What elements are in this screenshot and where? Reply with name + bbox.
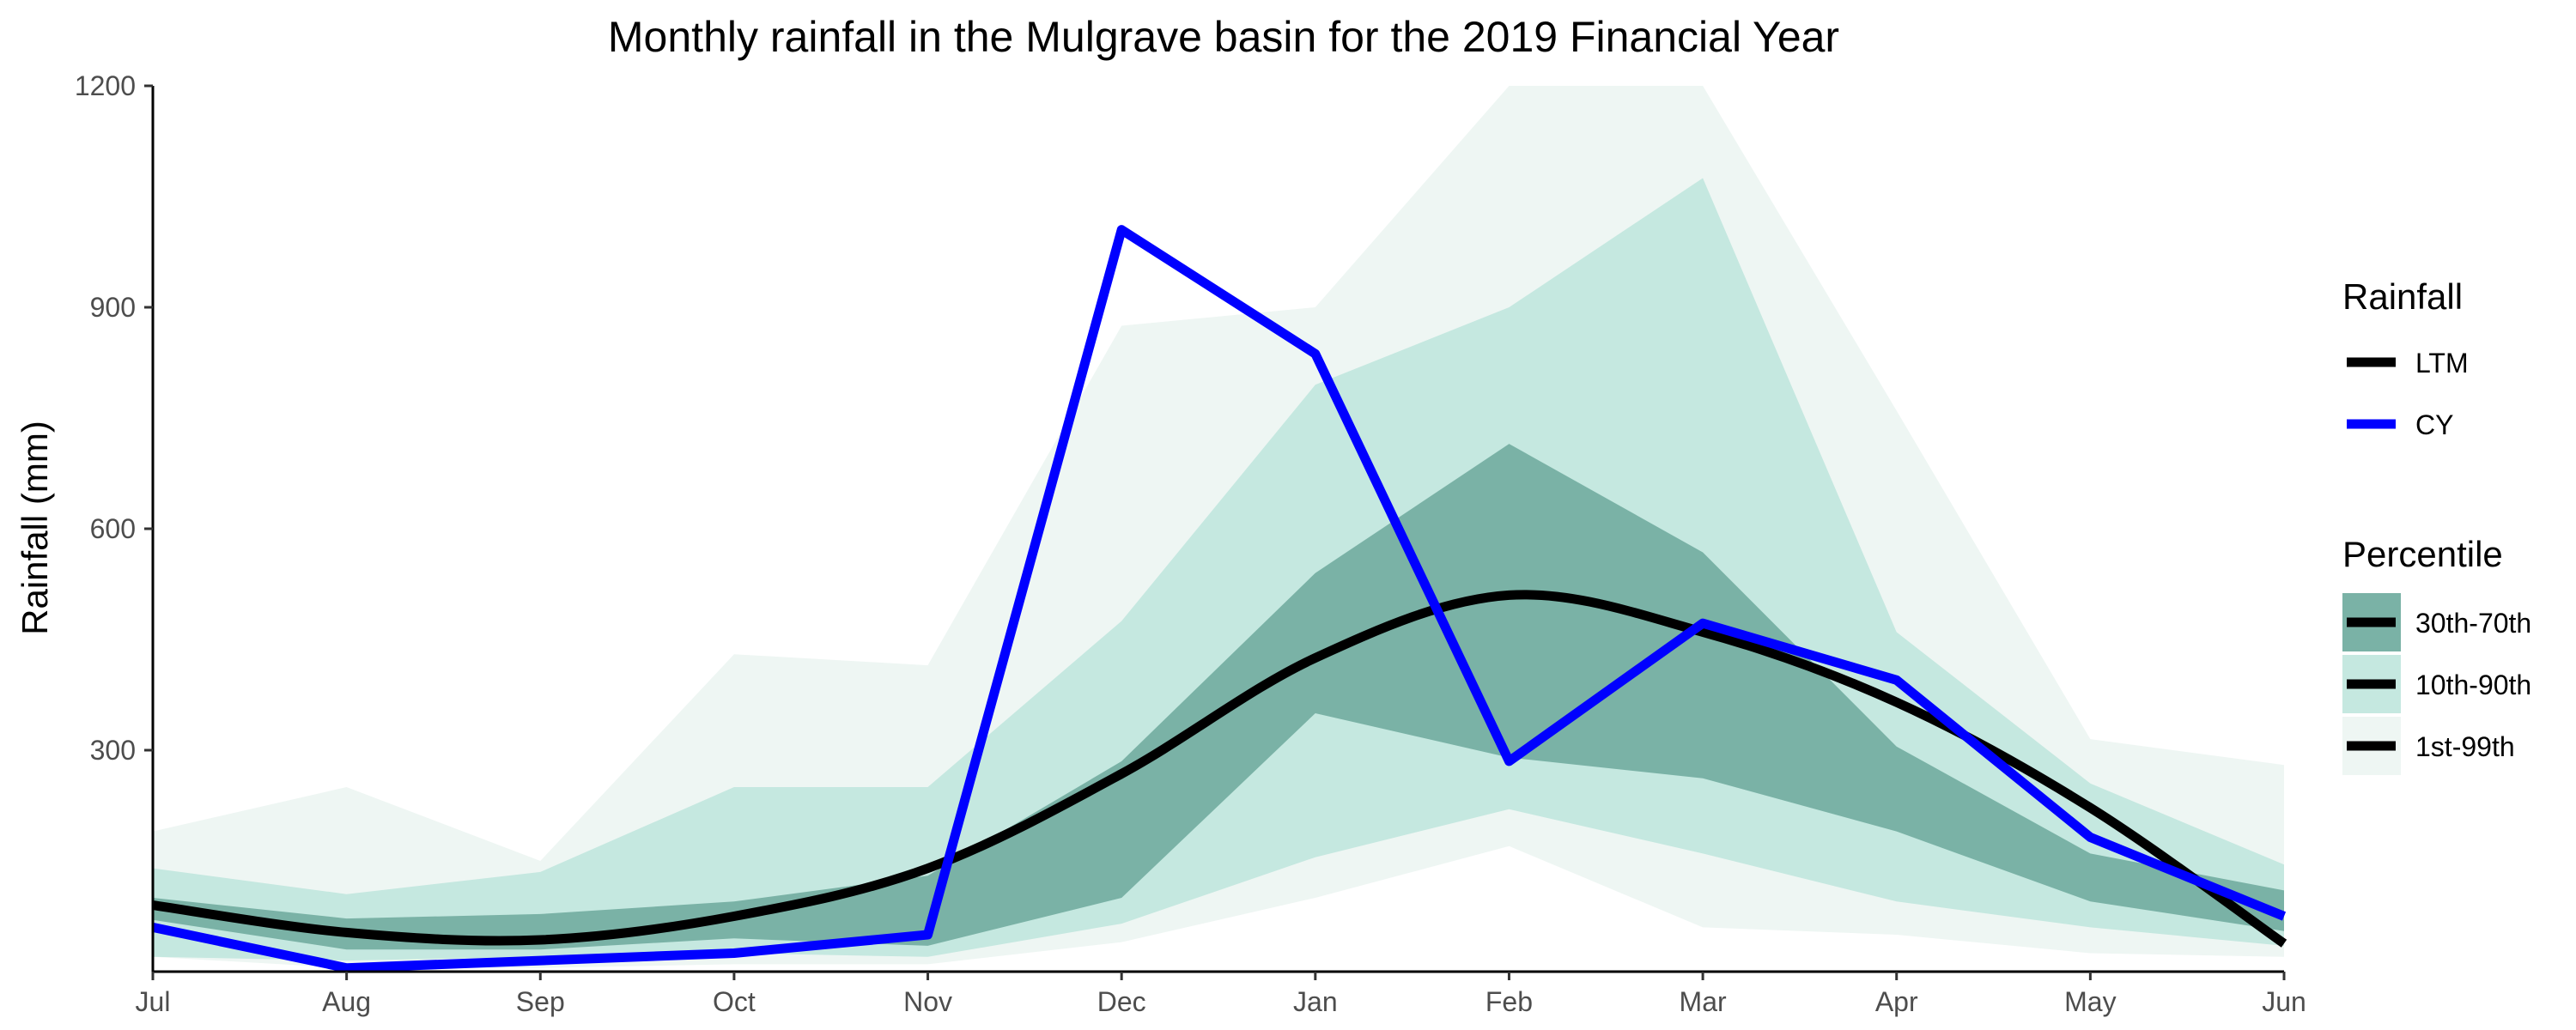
x-tick-label-jul: Jul <box>136 986 171 1017</box>
legend: Rainfall Percentile LTM CY 30th-70th 10th-9… <box>2342 276 2531 775</box>
x-tick-label-apr: Apr <box>1875 986 1918 1017</box>
legend-label-1st-99th: 1st-99th <box>2415 731 2515 762</box>
chart-title: Monthly rainfall in the Mulgrave basin f… <box>608 13 1839 61</box>
legend-label-cy: CY <box>2415 409 2453 440</box>
x-tick-label-may: May <box>2064 986 2116 1017</box>
x-tick-label-jun: Jun <box>2262 986 2306 1017</box>
y-tick-label-1200: 1200 <box>75 70 136 101</box>
y-axis-title: Rainfall (mm) <box>15 421 55 635</box>
x-tick-label-aug: Aug <box>322 986 371 1017</box>
axes: 300 600 900 1200 Jul Aug Sep Oct Nov Dec Jan Feb Mar… <box>75 70 2306 1017</box>
series-line-cy <box>151 225 2287 973</box>
x-tick-label-sep: Sep <box>516 986 565 1017</box>
plot-area <box>151 86 2287 973</box>
legend-label-30th-70th: 30th-70th <box>2415 608 2531 639</box>
y-tick-label-300: 300 <box>90 735 136 766</box>
y-tick-label-600: 600 <box>90 513 136 544</box>
x-tick-label-nov: Nov <box>903 986 952 1017</box>
legend-title-rainfall: Rainfall <box>2342 276 2463 317</box>
band-30th-70th <box>153 444 2284 950</box>
legend-label-10th-90th: 10th-90th <box>2415 670 2531 700</box>
x-tick-label-oct: Oct <box>713 986 756 1017</box>
x-tick-label-mar: Mar <box>1680 986 1727 1017</box>
legend-label-ltm: LTM <box>2415 348 2469 379</box>
x-tick-label-dec: Dec <box>1097 986 1146 1017</box>
y-tick-label-900: 900 <box>90 292 136 323</box>
x-tick-label-feb: Feb <box>1485 986 1533 1017</box>
x-tick-label-jan: Jan <box>1293 986 1338 1017</box>
legend-title-percentile: Percentile <box>2342 534 2503 574</box>
series-line-ltm <box>152 590 2287 948</box>
